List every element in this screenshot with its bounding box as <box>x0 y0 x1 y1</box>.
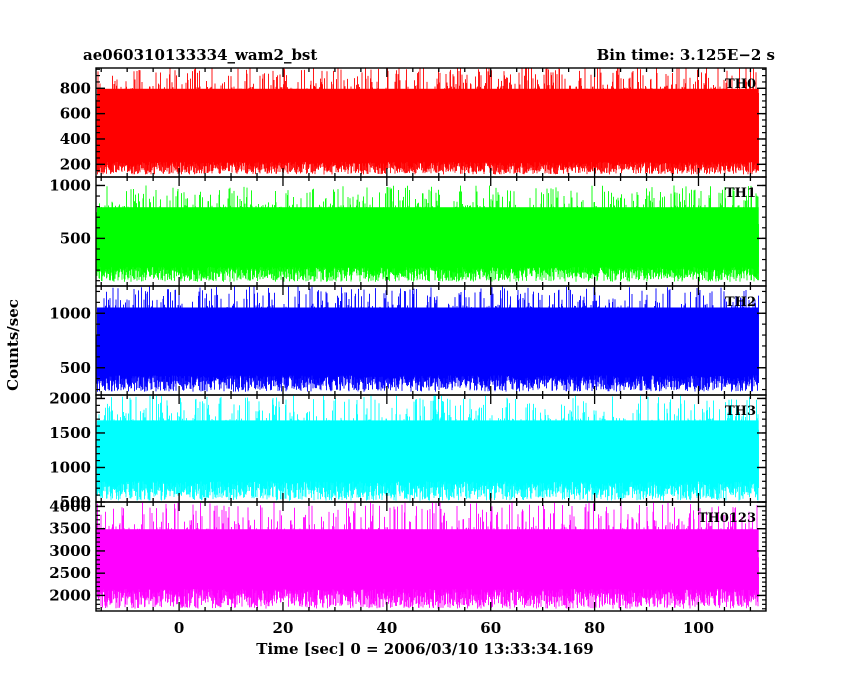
panel-label: TH0123 <box>698 511 756 526</box>
y-tick-label: 500 <box>60 359 91 377</box>
panel-label: TH0 <box>725 77 756 92</box>
panel-label: TH2 <box>725 295 756 310</box>
x-tick-label: 80 <box>584 619 605 637</box>
y-tick-label: 4000 <box>49 497 91 515</box>
y-tick-label: 500 <box>60 229 91 247</box>
y-tick-label: 1500 <box>49 424 91 442</box>
y-tick-label: 2500 <box>49 564 91 582</box>
series-th3 <box>96 395 759 501</box>
x-tick-label: 20 <box>273 619 294 637</box>
panel-label: TH3 <box>725 404 756 419</box>
y-tick-label: 3500 <box>49 520 91 538</box>
panel-th0: 200 400 600 800 TH0 <box>60 67 767 178</box>
panel-th2: 500 1000 TH2 <box>49 285 767 396</box>
x-tick-label: 100 <box>683 619 714 637</box>
x-tick-label: 60 <box>480 619 501 637</box>
panel-frame <box>95 501 767 612</box>
y-tick-label: 200 <box>60 155 91 173</box>
y-tick-label: 3000 <box>49 542 91 560</box>
y-tick-label: 2000 <box>49 389 91 407</box>
x-axis-label: Time [sec] 0 = 2006/03/10 13:33:34.169 <box>256 640 593 658</box>
chart-title-left: ae060310133334_wam2_bst <box>83 46 317 64</box>
y-tick-label: 2000 <box>49 586 91 604</box>
y-tick-label: 800 <box>60 79 91 97</box>
panel-label: TH1 <box>725 186 756 201</box>
series-th2 <box>96 286 759 392</box>
y-tick-label: 500 <box>60 493 91 511</box>
series-th0 <box>96 68 759 175</box>
y-axis-label: Counts/sec <box>4 299 22 391</box>
y-tick-label: 400 <box>60 130 91 148</box>
chart-title-right: Bin time: 3.125E−2 s <box>597 46 775 64</box>
y-tick-label: 1000 <box>49 458 91 476</box>
panel-th1: 500 1000 TH1 <box>49 176 767 287</box>
x-tick-label: 40 <box>376 619 397 637</box>
panel-th3: 500 1000 1500 2000 TH3 <box>49 389 767 511</box>
y-tick-label: 1000 <box>49 304 91 322</box>
panel-th0123: 2000 2500 3000 3500 4000 TH0123 <box>49 497 767 612</box>
y-tick-label: 600 <box>60 105 91 123</box>
series-th1 <box>96 185 759 282</box>
x-tick-label: 0 <box>174 619 184 637</box>
y-tick-label: 1000 <box>49 176 91 194</box>
series-th0123 <box>96 502 759 609</box>
